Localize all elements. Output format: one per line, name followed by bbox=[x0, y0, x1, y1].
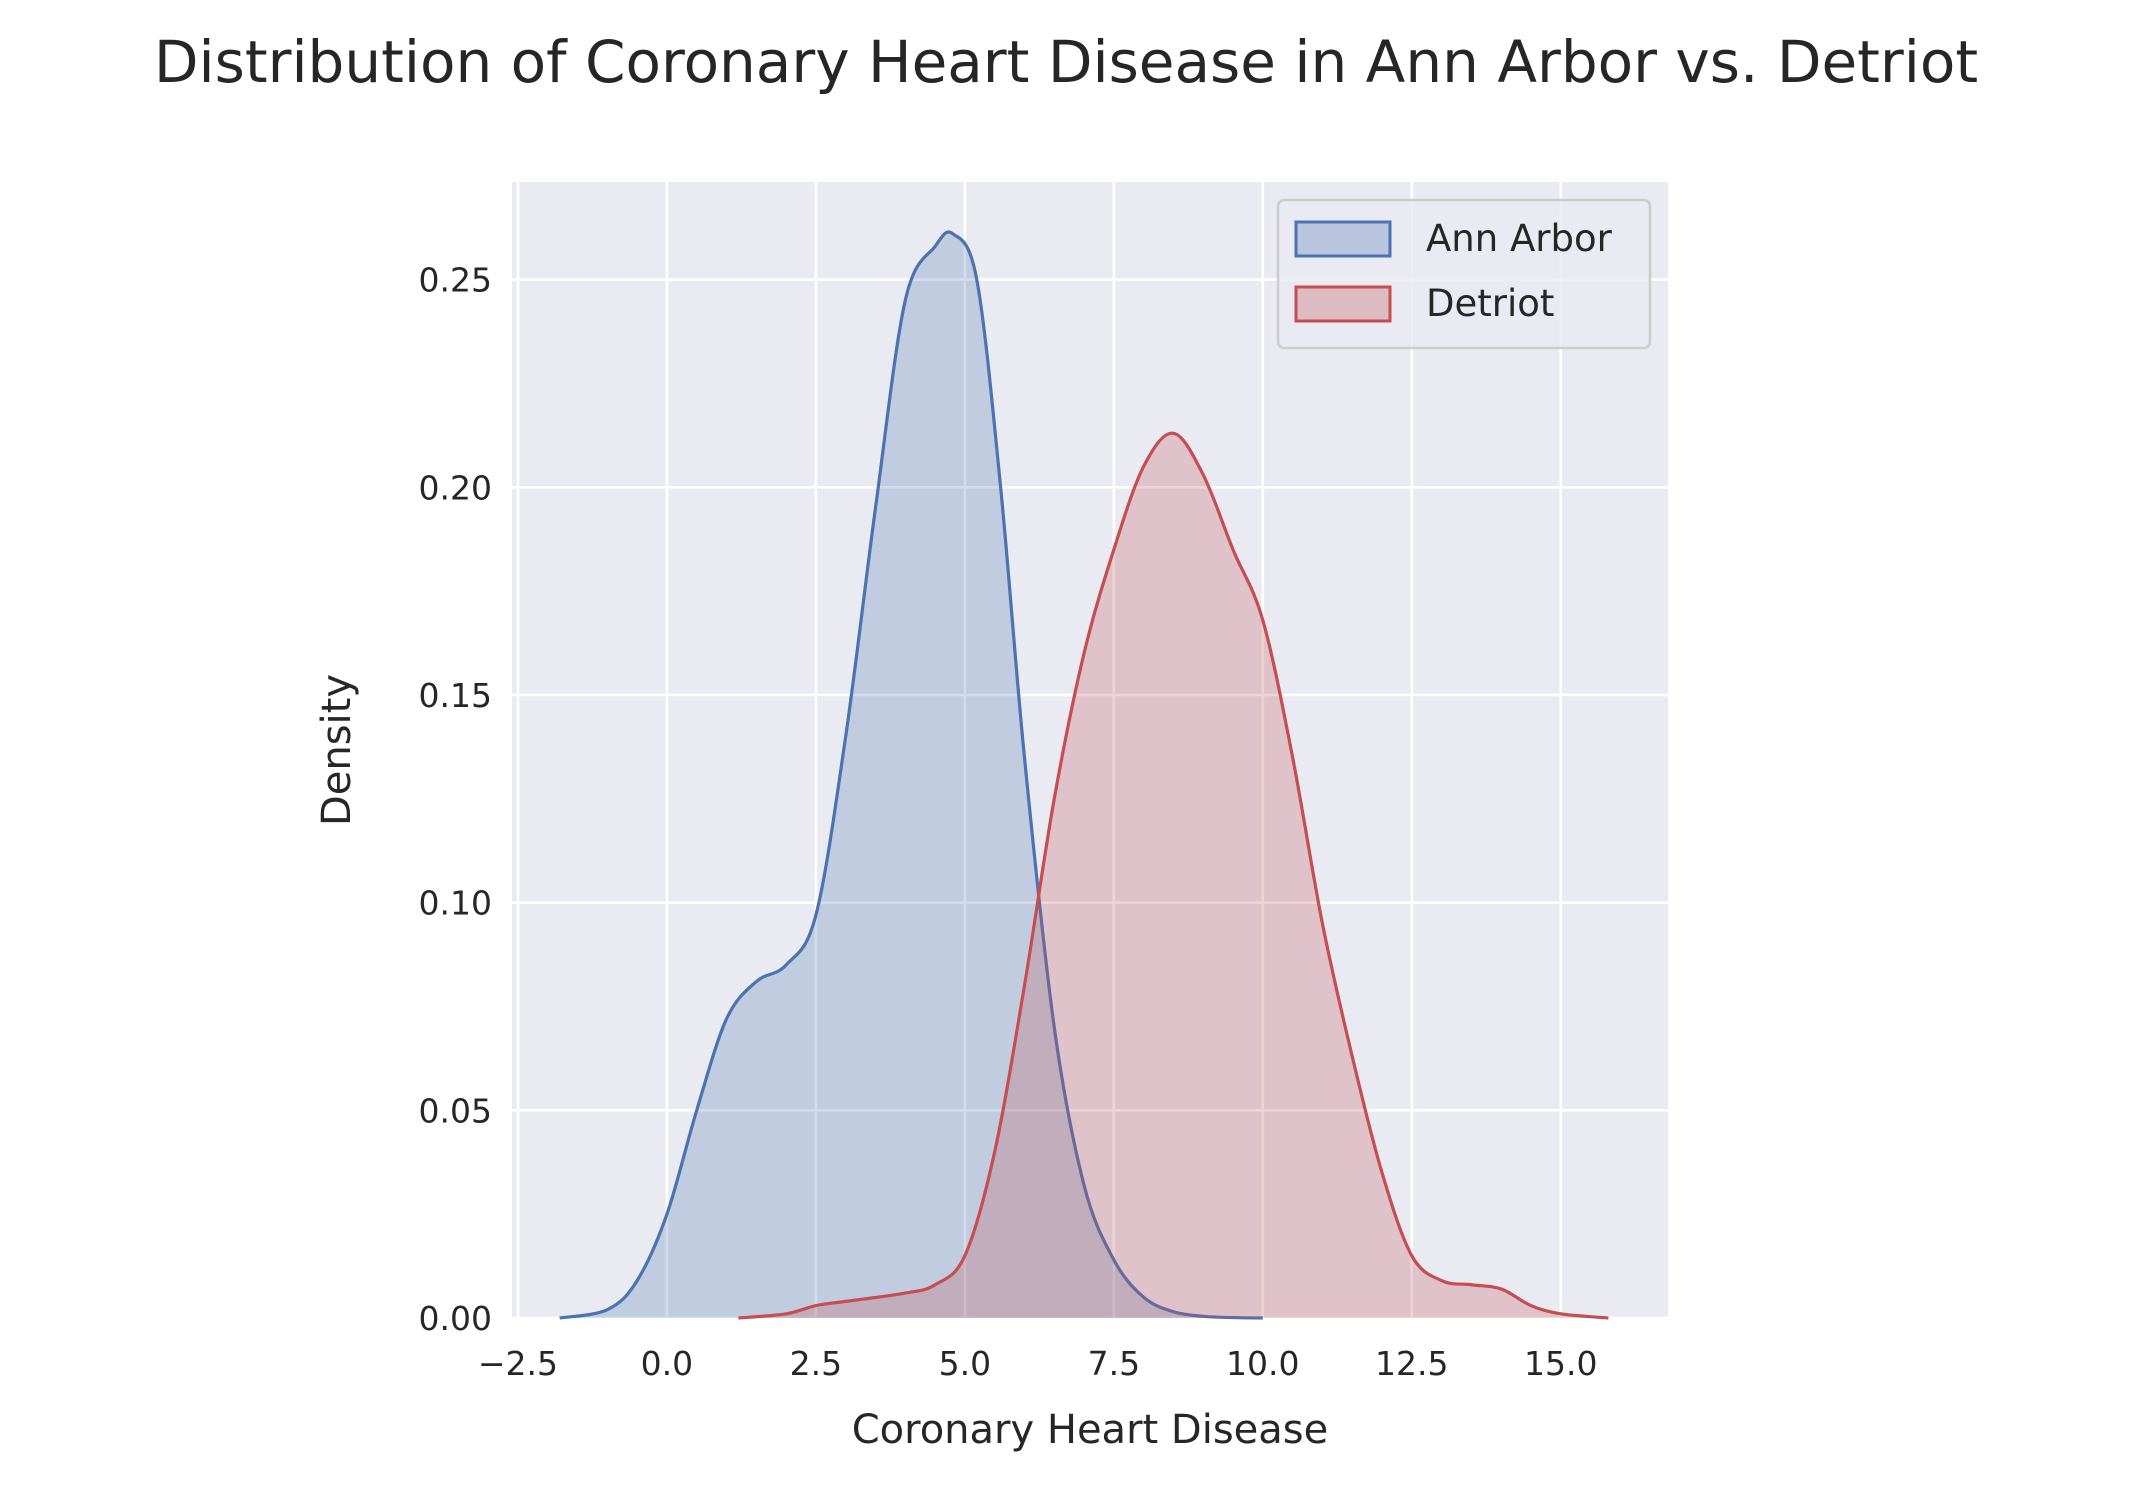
legend-label-detriot: Detriot bbox=[1426, 282, 1554, 325]
x-tick-label: 12.5 bbox=[1375, 1344, 1448, 1383]
x-tick-label: 15.0 bbox=[1524, 1344, 1597, 1383]
y-tick-label: 0.00 bbox=[419, 1299, 492, 1338]
x-tick-label: −2.5 bbox=[478, 1344, 558, 1383]
x-tick-label: 10.0 bbox=[1226, 1344, 1299, 1383]
x-tick-label: 7.5 bbox=[1088, 1344, 1140, 1383]
series-area-ann-arbor bbox=[559, 231, 1263, 1318]
chart-title: Distribution of Coronary Heart Disease i… bbox=[154, 28, 1978, 96]
legend-box bbox=[1276, 198, 1652, 350]
series-area-detriot bbox=[738, 433, 1609, 1318]
y-tick-label: 0.20 bbox=[419, 468, 492, 507]
series-layer bbox=[559, 230, 1609, 1320]
legend-label-ann-arbor: Ann Arbor bbox=[1426, 217, 1613, 260]
series-line-ann-arbor bbox=[559, 230, 1263, 1320]
grid-lines bbox=[512, 182, 1668, 1320]
series-line-detriot bbox=[738, 431, 1609, 1320]
x-tick-label: 0.0 bbox=[641, 1344, 693, 1383]
x-axis-label: Coronary Heart Disease bbox=[852, 1407, 1329, 1453]
plot-background bbox=[512, 182, 1668, 1318]
legend: Ann Arbor Detriot bbox=[1276, 198, 1652, 350]
x-axis-ticks: −2.5 0.0 2.5 5.0 7.5 10.0 12.5 15.0 bbox=[478, 1344, 1598, 1383]
y-tick-label: 0.05 bbox=[419, 1091, 492, 1130]
y-tick-label: 0.10 bbox=[419, 884, 492, 923]
legend-swatch-ann-arbor bbox=[1294, 220, 1392, 258]
y-tick-label: 0.15 bbox=[419, 676, 492, 715]
y-axis-ticks: 0.00 0.05 0.10 0.15 0.20 0.25 bbox=[419, 261, 492, 1338]
x-tick-label: 2.5 bbox=[790, 1344, 842, 1383]
y-tick-label: 0.25 bbox=[419, 261, 492, 300]
y-axis-label: Density bbox=[314, 674, 360, 826]
x-tick-label: 5.0 bbox=[939, 1344, 991, 1383]
legend-swatch-detriot bbox=[1294, 285, 1392, 323]
